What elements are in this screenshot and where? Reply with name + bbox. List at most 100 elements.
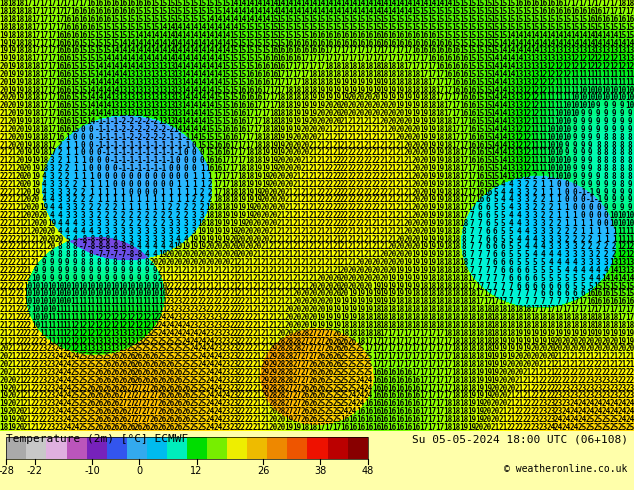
Text: 18: 18	[562, 313, 571, 322]
Text: 24: 24	[205, 368, 215, 377]
Bar	[287, 437, 307, 460]
Text: 24: 24	[55, 352, 64, 361]
Text: 0: 0	[152, 172, 157, 181]
Text: 26: 26	[102, 399, 112, 408]
Text: 10: 10	[86, 282, 96, 291]
Text: 19: 19	[364, 297, 373, 306]
Text: 20: 20	[491, 384, 500, 392]
Text: 15: 15	[482, 94, 492, 102]
Text: 13: 13	[514, 164, 524, 173]
Text: 15: 15	[292, 23, 302, 32]
Text: 24: 24	[55, 360, 64, 369]
Text: 14: 14	[498, 62, 508, 71]
Text: 11: 11	[593, 70, 603, 79]
Bar	[268, 437, 287, 460]
Text: 20: 20	[332, 109, 342, 118]
Text: 9: 9	[620, 203, 624, 212]
Text: 18: 18	[475, 360, 484, 369]
Text: 13: 13	[118, 344, 127, 353]
Text: 22: 22	[364, 211, 373, 220]
Text: 26: 26	[316, 384, 326, 392]
Text: 18: 18	[253, 141, 262, 149]
Text: 25: 25	[332, 384, 342, 392]
Text: 17: 17	[276, 70, 286, 79]
Text: 22: 22	[245, 313, 254, 322]
Text: 21: 21	[301, 243, 310, 251]
Text: 22: 22	[324, 211, 333, 220]
Text: 3: 3	[57, 180, 61, 189]
Text: 4: 4	[548, 258, 553, 267]
Text: 20: 20	[554, 344, 564, 353]
Text: 21: 21	[261, 282, 270, 291]
Text: 14: 14	[197, 39, 207, 48]
Text: 23: 23	[47, 344, 56, 353]
Text: 17: 17	[47, 148, 56, 157]
Text: 16: 16	[411, 384, 421, 392]
Text: 13: 13	[625, 47, 634, 55]
Text: 16: 16	[443, 54, 453, 63]
Text: 21: 21	[522, 376, 532, 385]
Text: 2: 2	[105, 203, 109, 212]
Text: 5: 5	[509, 243, 514, 251]
Text: 18: 18	[245, 156, 254, 165]
Text: 16: 16	[55, 54, 64, 63]
Text: 4: 4	[533, 243, 537, 251]
Text: 24: 24	[181, 337, 191, 345]
Text: 17: 17	[396, 337, 405, 345]
Text: 19: 19	[324, 305, 333, 314]
Text: 23: 23	[47, 360, 56, 369]
Text: 18: 18	[31, 101, 41, 110]
Text: 10: 10	[63, 297, 72, 306]
Text: 25: 25	[181, 344, 191, 353]
Text: 28: 28	[269, 392, 278, 400]
Text: 15: 15	[205, 133, 215, 142]
Text: 4: 4	[573, 266, 577, 275]
Text: 16: 16	[285, 54, 294, 63]
Text: 15: 15	[158, 7, 167, 16]
Text: 14: 14	[174, 62, 183, 71]
Text: 22: 22	[316, 211, 326, 220]
Text: 22: 22	[530, 399, 540, 408]
Text: 19: 19	[23, 141, 32, 149]
Text: 19: 19	[459, 423, 469, 432]
Text: 26: 26	[324, 344, 333, 353]
Text: 20: 20	[7, 133, 16, 142]
Text: 10: 10	[47, 290, 56, 298]
Text: 18: 18	[435, 313, 444, 322]
Text: 22: 22	[340, 211, 349, 220]
Text: 16: 16	[237, 94, 247, 102]
Text: 16: 16	[134, 0, 143, 8]
Text: 4: 4	[501, 196, 505, 204]
Text: 17: 17	[451, 101, 460, 110]
Text: 1: 1	[596, 227, 600, 236]
Text: 10: 10	[158, 282, 167, 291]
Text: -1: -1	[593, 196, 603, 204]
Text: 18: 18	[348, 329, 358, 338]
Text: 20: 20	[0, 70, 9, 79]
Text: 15: 15	[396, 23, 405, 32]
Text: 12: 12	[94, 321, 104, 330]
Text: 17: 17	[459, 164, 469, 173]
Text: 16: 16	[261, 70, 270, 79]
Text: 15: 15	[86, 70, 96, 79]
Text: 19: 19	[15, 101, 25, 110]
Text: 10: 10	[570, 109, 579, 118]
Text: 15: 15	[102, 47, 112, 55]
Text: 18: 18	[467, 344, 476, 353]
Text: 20: 20	[411, 243, 421, 251]
Text: 22: 22	[31, 407, 41, 416]
Text: 21: 21	[308, 258, 318, 267]
Text: 7: 7	[509, 290, 514, 298]
Text: 19: 19	[332, 313, 342, 322]
Text: 9: 9	[628, 117, 632, 126]
Text: 5: 5	[65, 235, 70, 244]
Text: 21: 21	[276, 305, 286, 314]
Text: 3: 3	[129, 235, 133, 244]
Text: 19: 19	[276, 125, 286, 134]
Bar	[227, 437, 247, 460]
Text: 22: 22	[190, 297, 199, 306]
Text: 25: 25	[348, 352, 358, 361]
Text: 22: 22	[324, 196, 333, 204]
Text: 21: 21	[301, 188, 310, 196]
Text: 14: 14	[491, 54, 500, 63]
